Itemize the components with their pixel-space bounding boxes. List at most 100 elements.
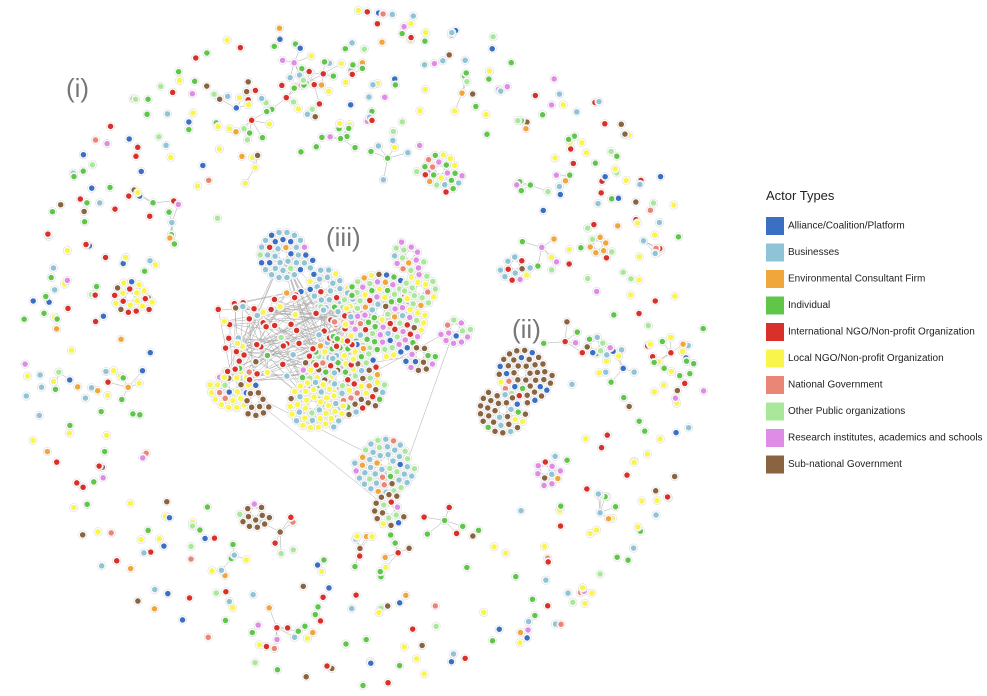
node [408,350,416,359]
node [362,389,370,397]
node [276,258,284,267]
node [552,171,561,180]
node [81,394,90,402]
node [624,556,632,564]
node [335,119,344,128]
node [52,458,61,466]
node [338,389,346,398]
node [539,339,548,348]
node [614,352,623,360]
node [526,264,534,272]
node [581,434,590,443]
node [317,388,326,396]
node [631,198,640,206]
node [95,199,104,207]
node [429,171,438,179]
node [474,526,483,535]
node [422,365,431,373]
node [135,379,144,388]
node [317,567,326,576]
node [232,403,241,412]
node [311,112,320,121]
node [443,169,452,177]
node [407,266,415,275]
node [531,396,539,405]
node [300,258,309,267]
node [341,320,350,329]
node [295,408,304,417]
node [412,654,421,663]
node [365,279,374,288]
node [373,378,382,387]
node [49,377,58,386]
legend-label: National Government [788,380,883,391]
node [439,56,447,65]
node [393,467,401,476]
node [202,82,211,90]
node [521,410,530,418]
node [673,386,682,395]
legend-label: International NGO/Non-profit Organizatio… [788,327,975,338]
node [595,97,603,106]
legend-swatch [766,455,784,474]
node [367,271,376,280]
node [490,542,498,551]
node [330,391,338,400]
node [155,132,163,141]
node [380,345,389,354]
node [225,388,234,396]
node [368,116,376,125]
node [316,342,325,350]
legend-swatch [766,402,784,421]
node [213,214,222,223]
node [674,233,683,241]
node [241,179,250,188]
node [314,603,322,611]
node [355,552,364,560]
legend-label: Environmental Consultant Firm [788,274,925,285]
node [622,176,631,185]
node [548,479,556,488]
node [267,231,276,240]
node [561,337,569,346]
node [547,253,556,262]
node [138,454,147,462]
node [667,367,676,376]
node [378,508,387,517]
node [251,516,260,524]
node [289,545,298,554]
node [29,436,37,445]
node [40,309,48,318]
node [233,387,242,396]
node [132,307,141,315]
node [353,304,362,313]
node [270,644,279,653]
node [384,514,393,522]
node [311,610,320,619]
node [350,459,359,467]
node [329,423,338,431]
node [168,88,177,97]
node [398,253,407,262]
node [563,317,571,326]
node [635,309,643,318]
node [221,616,230,625]
node [354,6,363,15]
node [290,231,299,240]
node [432,622,441,631]
node [282,243,290,252]
node [493,391,502,400]
node [258,511,267,520]
node [501,272,509,281]
node [106,122,115,131]
node [36,371,44,379]
node [50,285,59,294]
node [294,105,303,113]
node [253,311,262,320]
node [429,293,438,301]
node [273,665,282,674]
node [458,327,467,335]
node [337,59,346,68]
node [334,307,342,316]
node [319,306,328,314]
